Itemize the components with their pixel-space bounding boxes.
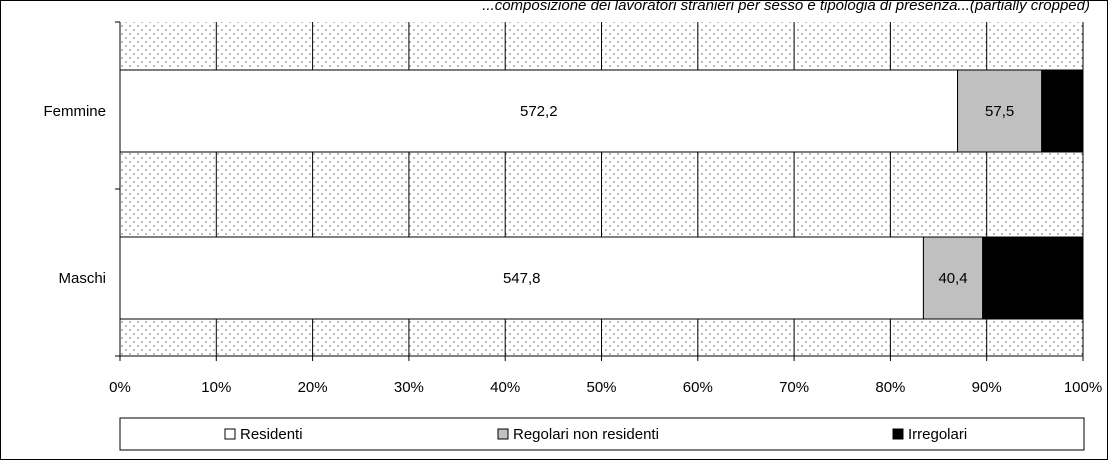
legend: Residenti Regolari non residenti Irregolar… <box>119 417 1085 451</box>
x-tick-label-0: 0% <box>109 379 131 396</box>
legend-swatch-residenti <box>224 428 236 440</box>
bar-femmine-regolari-non-residenti <box>957 69 1043 153</box>
legend-swatch-regolari-non-residenti <box>497 428 509 440</box>
bar-maschi-regolari-non-residenti <box>922 236 984 320</box>
bar-femmine-irregolari-label: 28,2 <box>1048 103 1077 120</box>
bar-femmine-residenti-label: 572,2 <box>520 103 558 120</box>
chart-title: ...composizione dei lavoratori stranieri… <box>482 0 1090 14</box>
legend-swatch-irregolari <box>892 428 904 440</box>
legend-label-residenti: Residenti <box>240 426 303 443</box>
x-tick-label-100: 100% <box>1064 379 1102 396</box>
x-tick-label-20: 20% <box>298 379 328 396</box>
bar-femmine-regolari-non-residenti-label: 57,5 <box>985 103 1014 120</box>
legend-label-irregolari: Irregolari <box>908 426 967 443</box>
bar-maschi-residenti <box>119 236 924 320</box>
category-label-maschi: Maschi <box>58 270 106 287</box>
x-tick-label-90: 90% <box>972 379 1002 396</box>
x-tick-label-80: 80% <box>875 379 905 396</box>
category-label-femmine: Femmine <box>43 103 106 120</box>
x-tick-label-50: 50% <box>586 379 616 396</box>
x-tick-label-70: 70% <box>779 379 809 396</box>
bar-maschi-irregolari <box>982 236 1084 320</box>
bar-maschi-residenti-label: 547,8 <box>503 270 541 287</box>
x-tick-label-10: 10% <box>201 379 231 396</box>
legend-box <box>119 417 1085 451</box>
bar-maschi-irregolari-label: 68,4 <box>1018 270 1047 287</box>
bar-femmine-irregolari <box>1041 69 1084 153</box>
bar-maschi-regolari-non-residenti-label: 40,4 <box>938 270 967 287</box>
legend-label-regolari-non-residenti: Regolari non residenti <box>513 426 659 443</box>
x-tick-label-30: 30% <box>394 379 424 396</box>
bar-femmine-residenti <box>119 69 959 153</box>
plot-area: 572,2 57,5 28,2 Femmine 547,8 40,4 68,4 Maschi 0… <box>43 21 1102 396</box>
x-tick-label-60: 60% <box>683 379 713 396</box>
x-tick-label-40: 40% <box>490 379 520 396</box>
